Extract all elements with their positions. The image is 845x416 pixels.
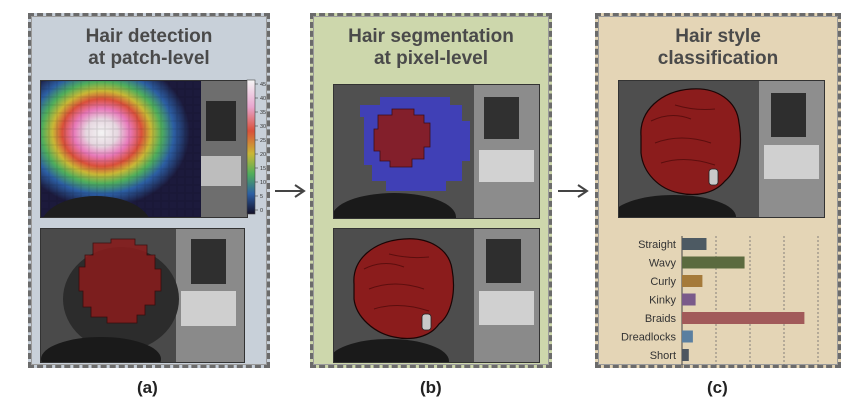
colorbar-tick-label: 15 xyxy=(260,166,266,172)
panel-a-title: Hair detection at patch-level xyxy=(31,26,267,70)
caption-c: (c) xyxy=(707,378,728,397)
category-label-short: Short xyxy=(650,350,676,362)
segmentation-blue-photo xyxy=(333,84,540,219)
bar-short xyxy=(682,349,689,361)
segmentation-pixel-photo xyxy=(333,228,540,363)
category-label-dreadlocks: Dreadlocks xyxy=(621,332,677,344)
category-label-curly: Curly xyxy=(650,276,676,288)
caption-a: (a) xyxy=(137,378,158,397)
caption-b: (b) xyxy=(420,378,442,397)
heatmap-photo xyxy=(40,80,248,218)
bar-curly xyxy=(682,275,703,287)
panel-hair-style-classification: Hair style classification Straight Wavy Cu… xyxy=(595,13,841,368)
arrow-a-to-b xyxy=(275,184,306,198)
panel-c-title-line1: Hair style xyxy=(675,26,761,47)
colorbar-tick-label: 45 xyxy=(260,82,266,88)
colorbar-tick-label: 0 xyxy=(260,208,263,214)
category-label-kinky: Kinky xyxy=(649,295,676,307)
colorbar-tick-label: 25 xyxy=(260,138,266,144)
panel-hair-segmentation: Hair segmentation at pixel-level xyxy=(310,13,552,368)
hair-style-bar-chart: Straight Wavy Curly Kinky Braids Dreadlocks Sh… xyxy=(621,236,819,368)
heatmap-image xyxy=(41,81,247,217)
colorbar-tick-label: 35 xyxy=(260,110,266,116)
category-label-wavy: Wavy xyxy=(649,258,677,270)
colorbar-tick-label: 30 xyxy=(260,124,266,130)
colorbar-tick-label: 40 xyxy=(260,96,266,102)
panel-b-title: Hair segmentation at pixel-level xyxy=(313,26,549,70)
colorbar-tick-label: 5 xyxy=(260,194,263,200)
patch-image xyxy=(41,229,244,362)
panel-c-title: Hair style classification xyxy=(598,26,838,70)
panel-b-title-line1: Hair segmentation xyxy=(348,26,514,47)
colorbar-tick-label: 20 xyxy=(260,152,266,158)
panel-a-title-line2: at patch-level xyxy=(88,48,210,69)
arrow-b-to-c xyxy=(558,184,589,198)
category-label-braids: Braids xyxy=(645,313,677,325)
patch-photo xyxy=(40,228,245,363)
panel-b-title-line2: at pixel-level xyxy=(373,48,489,69)
category-label-straight: Straight xyxy=(638,239,676,251)
colorbar: 45 40 35 30 25 20 15 10 5 0 xyxy=(246,79,266,215)
panel-hair-detection: Hair detection at patch-level xyxy=(28,13,270,368)
segmentation-pixel-image xyxy=(334,229,539,362)
panel-c-title-line2: classification xyxy=(657,48,779,69)
colorbar-tick-label: 10 xyxy=(260,180,266,186)
bar-braids xyxy=(682,312,805,324)
bar-dreadlocks xyxy=(682,330,693,343)
colorbar-ticks: 45 40 35 30 25 20 15 10 5 0 xyxy=(255,82,266,214)
classification-photo xyxy=(618,80,825,218)
segmentation-blue-image xyxy=(334,85,539,218)
bar-wavy xyxy=(682,256,745,269)
panel-a-title-line1: Hair detection xyxy=(85,26,213,47)
bar-straight xyxy=(682,238,707,250)
bar-kinky xyxy=(682,293,696,306)
classification-image xyxy=(619,81,824,217)
